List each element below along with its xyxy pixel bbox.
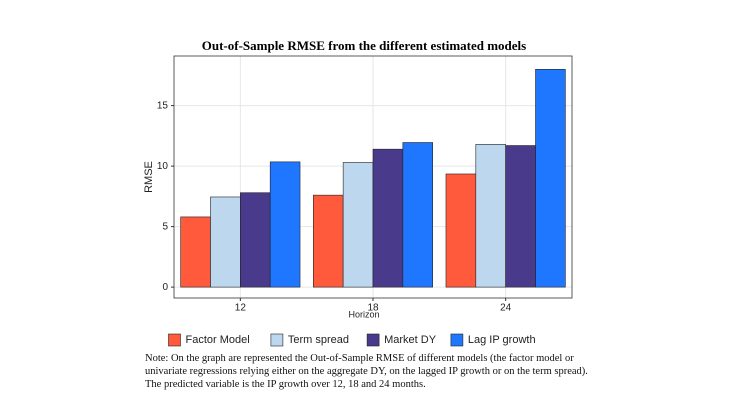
legend-swatch (168, 333, 181, 347)
legend-swatch (366, 333, 380, 347)
bar (240, 192, 271, 288)
y-tick-label: 10 (157, 161, 169, 172)
y-tick-label: 15 (157, 100, 169, 111)
bar (475, 144, 506, 288)
bar (402, 142, 434, 288)
legend-label: Market DY (384, 334, 437, 346)
legend-label: Lag IP growth (468, 334, 536, 346)
bar (312, 194, 344, 288)
x-tick-label: 12 (235, 303, 247, 314)
y-tick-label: 5 (162, 221, 168, 232)
bar (269, 161, 301, 288)
bar (445, 173, 477, 288)
bar (372, 148, 404, 288)
bar (535, 69, 566, 288)
legend-label: Factor Model (186, 334, 250, 346)
legend-label: Term spread (288, 334, 349, 346)
bar (210, 196, 241, 288)
x-tick-label: 18 (367, 303, 379, 314)
bar (505, 145, 536, 288)
note: Note: On the graph are represented the O… (145, 353, 588, 390)
legend-swatch (450, 333, 464, 347)
y-tick-label: 0 (162, 282, 168, 293)
bar (180, 216, 211, 288)
plot-border (173, 55, 573, 299)
x-tick-label: 24 (500, 303, 512, 314)
x-axis-label: Horizon (348, 309, 379, 319)
y-axis-label: RMSE (143, 161, 155, 193)
bar (342, 162, 374, 288)
legend-swatch (270, 333, 284, 347)
chart-title: Out-of-Sample RMSE from the different es… (202, 38, 526, 53)
